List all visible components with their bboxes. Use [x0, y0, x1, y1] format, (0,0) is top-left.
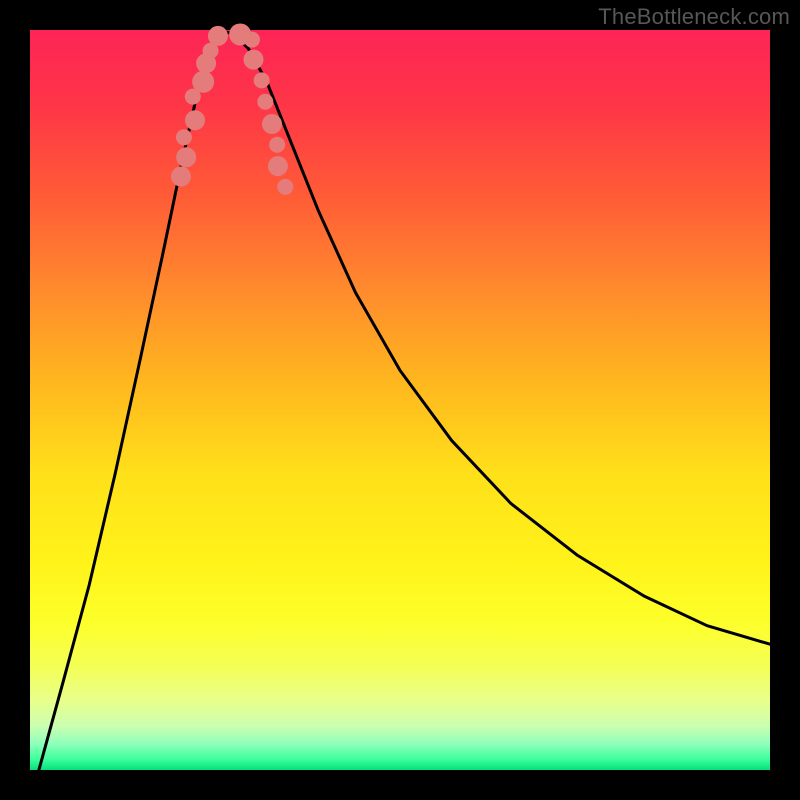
curve-marker [269, 137, 285, 153]
curve-marker [268, 156, 288, 176]
curve-marker [243, 50, 263, 70]
curve-marker [262, 114, 282, 134]
chart-container: TheBottleneck.com [0, 0, 800, 800]
plot-background [30, 30, 770, 770]
curve-marker [254, 72, 270, 88]
chart-svg [0, 0, 800, 800]
curve-marker [244, 32, 260, 48]
curve-marker [171, 167, 191, 187]
curve-marker [192, 71, 214, 93]
curve-marker [257, 94, 273, 110]
curve-marker [176, 129, 192, 145]
curve-marker [277, 179, 293, 195]
curve-marker [208, 26, 228, 46]
curve-marker [176, 147, 196, 167]
curve-marker [185, 110, 205, 130]
